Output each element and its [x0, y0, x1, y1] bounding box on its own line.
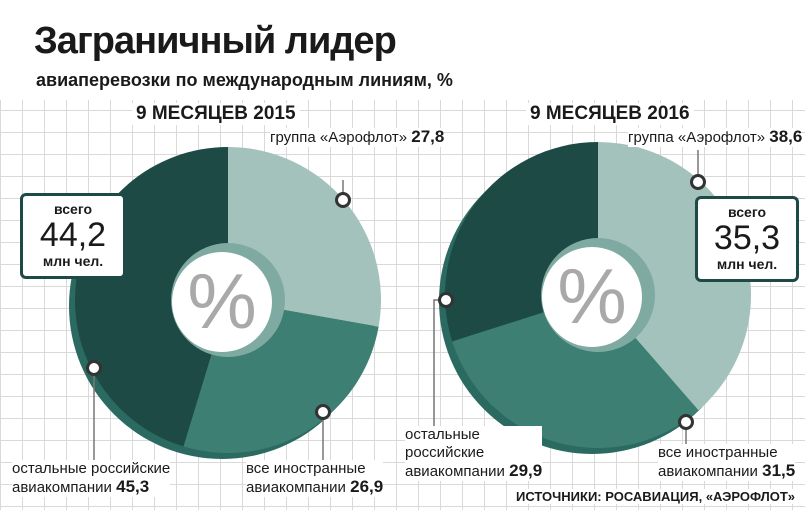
total-2015-top: всего: [53, 201, 93, 217]
marker-2015-aeroflot: [335, 192, 351, 208]
total-2016-box: всего 35,3 млн чел.: [695, 196, 799, 282]
donut-2016-percent-symbol: %: [557, 252, 626, 340]
label-2015-aeroflot: группа «Аэрофлот» 27,8: [270, 127, 445, 147]
total-2015-value: 44,2: [39, 216, 107, 254]
page-subtitle: авиаперевозки по международным линиям, %: [36, 70, 453, 90]
chart-2016-title: 9 МЕСЯЦЕВ 2016: [526, 103, 694, 125]
label-2016-foreign: все иностранные авиакомпании 31,5: [658, 444, 796, 481]
total-2015-unit: млн чел.: [42, 253, 104, 269]
marker-2016-foreign: [678, 414, 694, 430]
label-2015-russian: остальные российские авиакомпании 45,3: [12, 460, 171, 497]
label-2016-russian: остальные российские авиакомпании 29,9: [405, 426, 543, 481]
total-2016-unit: млн чел.: [716, 256, 778, 272]
donut-2016-hole: [542, 247, 642, 347]
sources-note: ИСТОЧНИКИ: РОСАВИАЦИЯ, «АЭРОФЛОТ»: [516, 489, 795, 504]
page-title: Заграничный лидер: [34, 20, 397, 62]
total-2016-top: всего: [727, 204, 767, 220]
marker-2015-russian: [86, 360, 102, 376]
donut-2015-hole: [172, 252, 272, 352]
total-2016-value: 35,3: [713, 219, 781, 257]
total-2015-box: всего 44,2 млн чел.: [20, 193, 126, 279]
slice-2016-foreign: [452, 295, 699, 449]
marker-2015-foreign: [315, 404, 331, 420]
chart-2015-title: 9 МЕСЯЦЕВ 2015: [132, 103, 300, 125]
label-2016-aeroflot: группа «Аэрофлот» 38,6: [628, 127, 803, 147]
label-2015-foreign: все иностранные авиакомпании 26,9: [246, 460, 384, 497]
marker-2016-russian: [438, 292, 454, 308]
marker-2016-aeroflot: [690, 174, 706, 190]
header-background: [0, 0, 805, 100]
donut-2015-percent-symbol: %: [187, 257, 256, 345]
